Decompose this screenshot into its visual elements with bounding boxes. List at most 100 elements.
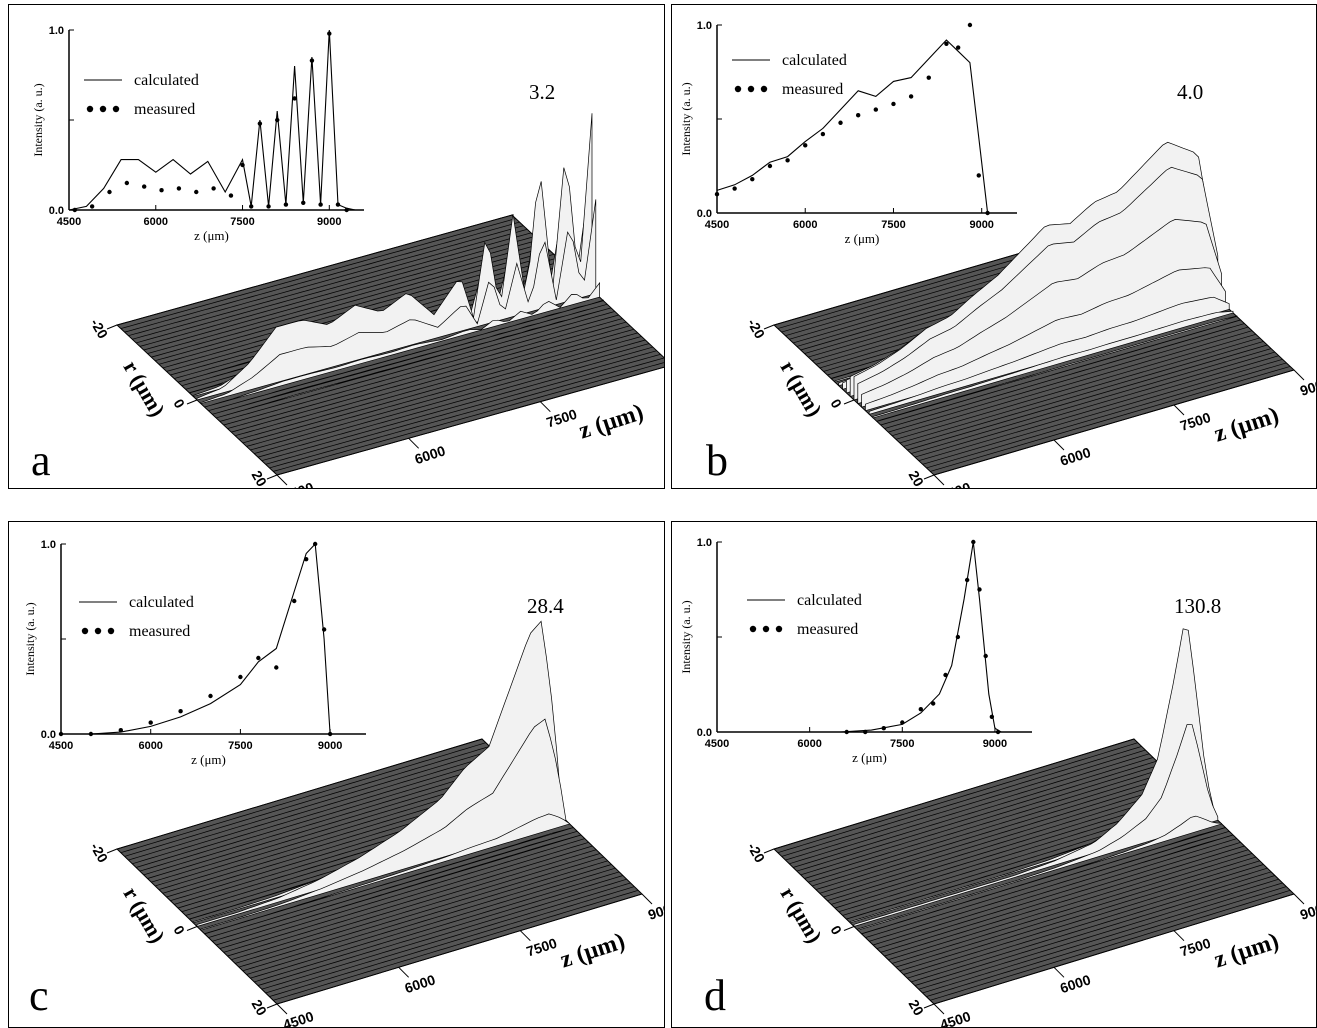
legend-label-calculated: calculated (129, 594, 194, 611)
r-tick-label: -20 (744, 316, 768, 342)
r-tick (106, 324, 118, 330)
panel-c: 4500 6000 7500 9000 z (μm) -20 0 20 r (μm) 4500 60… (8, 521, 665, 1028)
measured-data-point (249, 204, 254, 209)
z-tick (1053, 439, 1065, 451)
surface-grid-line (132, 753, 498, 865)
measured-data-point (785, 158, 790, 163)
y-axis-label: Intensity (a. u.) (31, 83, 45, 156)
surface-grid-line (261, 878, 627, 990)
surface-grid-line (196, 113, 593, 401)
surface-grid-line (907, 344, 1268, 451)
y-tick-label: 1.0 (49, 25, 64, 37)
r-tick-label: 0 (170, 923, 188, 938)
surface-grid-line (773, 738, 1135, 850)
z-axis-label: z (μm) (557, 928, 628, 973)
measured-data-point (971, 539, 976, 545)
z-axis-label: z (μm) (1211, 928, 1282, 973)
y-tick-label: 0.0 (49, 205, 64, 217)
z-tick-label: 4500 (938, 479, 973, 489)
surface-grid-line (880, 319, 1242, 426)
surface-grid-line (120, 742, 486, 854)
surface-grid-line (804, 768, 1165, 879)
measured-data-point (335, 202, 341, 207)
surface-grid-line (143, 239, 539, 351)
measured-data-point (240, 162, 245, 168)
surface-grid-line (911, 348, 1272, 454)
measured-data-point (211, 186, 216, 191)
measured-data-point (967, 22, 973, 28)
surface-grid-line (276, 893, 643, 1005)
z-tick (1293, 893, 1305, 905)
surface-grid-line (215, 834, 582, 946)
measured-data-point (256, 655, 261, 661)
r-tick (843, 926, 855, 931)
measured-data-point (228, 193, 234, 198)
z-tick-label: 7500 (1178, 935, 1213, 960)
measured-data-point (194, 189, 199, 195)
legend-label-measured: measured (134, 101, 195, 118)
surface-grid-line (933, 893, 1295, 1005)
surface-grid-line (254, 343, 650, 454)
surface-grid-line (861, 219, 1222, 408)
measured-data-point (327, 731, 333, 737)
r-tick-label: 0 (827, 396, 845, 411)
surface-grid-line (124, 746, 490, 857)
z-tick-label: 6000 (403, 971, 438, 996)
z-tick (519, 930, 531, 942)
surface-grid-line (872, 310, 1234, 419)
legend-label-calculated: calculated (134, 72, 199, 89)
x-tick-label: 4500 (705, 738, 729, 750)
surface-grid-line (204, 813, 570, 935)
legend-dot-swatch (99, 105, 107, 113)
z-tick-label: 7500 (524, 935, 559, 960)
surface-grid-line (265, 882, 631, 994)
parameter-value: 28.4 (527, 594, 564, 618)
measured-data-point (863, 729, 868, 735)
r-tick (843, 399, 855, 405)
surface-grid-line (231, 849, 597, 961)
surface-grid-line (246, 864, 612, 975)
measured-data-point (985, 210, 990, 216)
surface-grid-line (914, 875, 1276, 986)
surface-grid-line (212, 830, 578, 942)
surface-grid-line (884, 323, 1245, 429)
z-tick (1173, 930, 1185, 942)
measured-data-point (855, 113, 861, 118)
surface-grid-line (231, 321, 627, 433)
r-tick (266, 1003, 278, 1009)
surface-grid-line (223, 314, 619, 426)
measured-data-point (124, 180, 130, 186)
x-tick-label: 9000 (983, 738, 1007, 750)
legend-dot-swatch (775, 625, 783, 633)
surface-grid-line (120, 218, 516, 329)
measured-data-point (292, 96, 297, 101)
legend-label-calculated: calculated (782, 52, 847, 69)
surface-grid-line (899, 860, 1260, 972)
measured-data-point (908, 94, 914, 99)
surface-grid-line (139, 236, 535, 347)
intensity-inset-chart: 4500 6000 7500 9000 0.0 1.0 z (μm) Intensity (a… (31, 25, 364, 243)
legend: calculated measured (79, 594, 194, 640)
x-tick-label: 9000 (317, 216, 341, 228)
surface-grid-line (857, 724, 1219, 931)
r-tick-label: 20 (906, 468, 928, 489)
z-tick-label: 9000 (646, 898, 665, 923)
panel-letter: d (704, 971, 726, 1020)
panel-letter: b (706, 436, 728, 485)
surface-grid-line (891, 853, 1253, 964)
measured-data-point (732, 186, 737, 191)
surface-grid-line (116, 214, 513, 326)
measured-data-point (976, 173, 981, 178)
surface-grid-line (273, 889, 639, 1001)
intensity-inset-chart: 4500 6000 7500 9000 0.0 1.0 z (μm) Intensity (a… (679, 20, 1017, 246)
z-tick (398, 966, 410, 978)
panel-letter: a (31, 436, 51, 485)
legend-label-calculated: calculated (797, 592, 862, 609)
y-tick-label: 1.0 (697, 537, 712, 549)
surface-grid-line (800, 764, 1161, 876)
legend-dot-swatch (94, 627, 102, 635)
surface-grid-line (903, 341, 1264, 447)
x-tick-label: 6000 (797, 738, 821, 750)
measured-data-point (803, 143, 808, 148)
